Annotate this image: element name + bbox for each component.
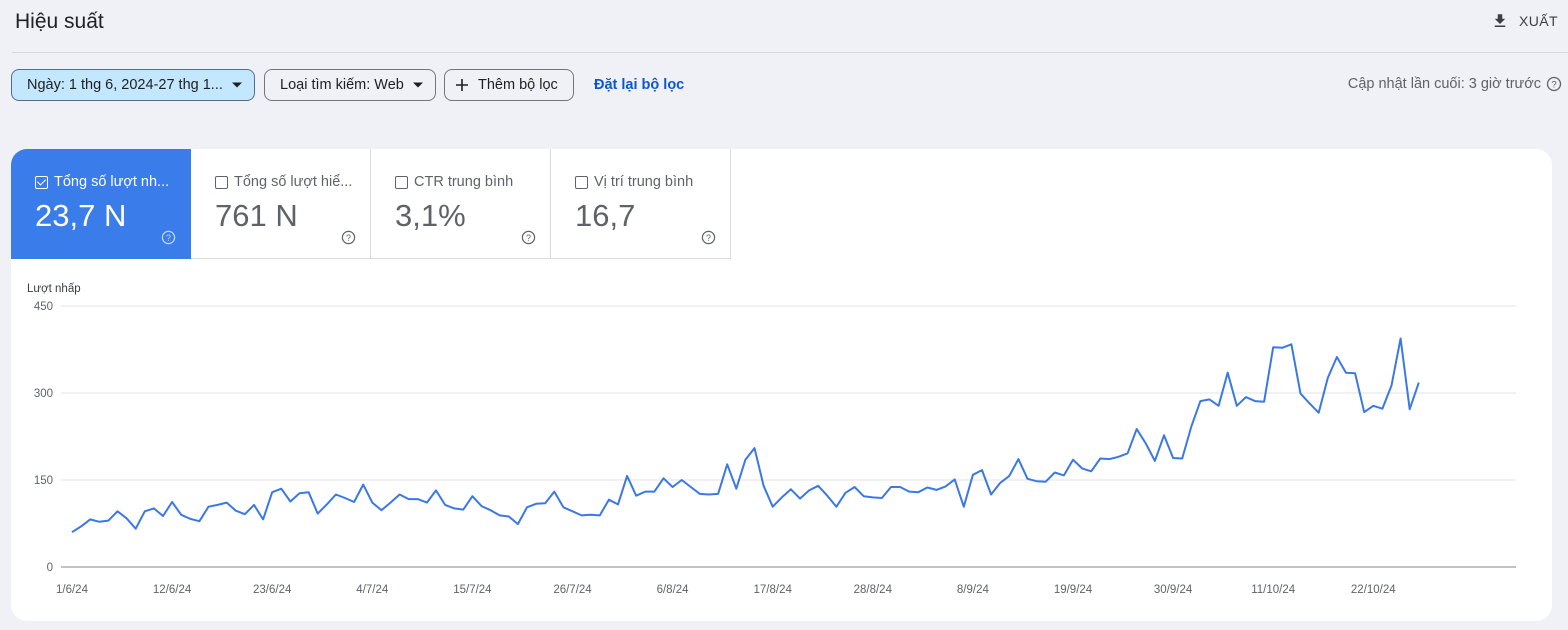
- metric-average-ctr[interactable]: CTR trung bình 3,1% ?: [371, 149, 551, 259]
- download-icon: [1494, 14, 1506, 27]
- metric-total-impressions[interactable]: Tổng số lượt hiể... 761 N ?: [191, 149, 371, 259]
- metric-value: 23,7 N: [35, 198, 127, 233]
- date-filter-label: Ngày: 1 thg 6, 2024-27 thg 1...: [27, 77, 223, 93]
- metric-label: Vị trí trung bình: [594, 174, 694, 190]
- metric-average-position[interactable]: Vị trí trung bình 16,7 ?: [551, 149, 731, 259]
- x-tick-label: 8/9/24: [957, 584, 990, 596]
- svg-text:?: ?: [346, 233, 351, 243]
- x-tick-label: 28/8/24: [854, 584, 893, 596]
- x-tick-label: 17/8/24: [754, 584, 793, 596]
- help-icon[interactable]: ?: [701, 230, 716, 245]
- metric-value: 761 N: [215, 198, 298, 233]
- dropdown-arrow-icon: [232, 82, 242, 88]
- y-tick-label: 0: [47, 562, 53, 574]
- y-tick-label: 150: [34, 475, 53, 487]
- checkbox-checked[interactable]: [35, 175, 48, 189]
- y-tick-label: 450: [34, 301, 53, 313]
- x-tick-label: 26/7/24: [553, 584, 592, 596]
- x-tick-label: 12/6/24: [153, 584, 192, 596]
- search-type-chip[interactable]: Loại tìm kiếm: Web: [264, 69, 436, 101]
- svg-text:?: ?: [706, 233, 711, 243]
- export-button[interactable]: XUẤT: [1491, 10, 1558, 32]
- page-title: Hiệu suất: [15, 10, 104, 33]
- help-icon[interactable]: ?: [1546, 76, 1562, 92]
- metric-tabs: Tổng số lượt nh... 23,7 N ? Tổng số lượt…: [11, 149, 731, 259]
- svg-text:?: ?: [1551, 80, 1556, 91]
- metric-total-clicks[interactable]: Tổng số lượt nh... 23,7 N ?: [11, 149, 191, 259]
- x-tick-label: 1/6/24: [56, 584, 89, 596]
- clicks-series-line: [71, 337, 1420, 534]
- date-filter-chip[interactable]: Ngày: 1 thg 6, 2024-27 thg 1...: [11, 69, 255, 101]
- help-icon[interactable]: ?: [521, 230, 536, 245]
- clicks-line-chart: 0 150 300 450 1/6/24 12/6/24 23/6/24 4/7/24 15/7…: [34, 301, 1516, 596]
- page-header: Hiệu suất XUẤT: [0, 0, 1568, 52]
- add-filter-label: Thêm bộ lọc: [478, 77, 558, 93]
- svg-text:?: ?: [166, 233, 171, 243]
- last-updated: Cập nhật lần cuối: 3 giờ trước ?: [1348, 76, 1562, 92]
- plus-icon: [456, 79, 468, 91]
- chart-y-axis-label: Lượt nhấp: [27, 283, 81, 295]
- help-icon[interactable]: ?: [161, 230, 176, 245]
- metric-label: CTR trung bình: [414, 174, 514, 190]
- x-tick-label: 11/10/24: [1251, 584, 1296, 596]
- dropdown-arrow-icon: [413, 82, 423, 88]
- filter-bar: Ngày: 1 thg 6, 2024-27 thg 1... Loại tìm…: [11, 69, 684, 101]
- metric-label: Tổng số lượt nh...: [54, 174, 170, 190]
- checkbox-unchecked[interactable]: [215, 175, 228, 189]
- header-divider: [12, 52, 1568, 53]
- x-tick-label: 6/8/24: [657, 584, 690, 596]
- metric-label: Tổng số lượt hiể...: [234, 174, 353, 190]
- checkbox-unchecked[interactable]: [575, 175, 588, 189]
- last-updated-text: Cập nhật lần cuối: 3 giờ trước: [1347, 76, 1541, 92]
- help-icon[interactable]: ?: [341, 230, 356, 245]
- x-tick-label: 19/9/24: [1054, 584, 1093, 596]
- x-tick-label: 22/10/24: [1351, 584, 1396, 596]
- metric-value: 3,1%: [395, 198, 466, 233]
- x-tick-label: 15/7/24: [453, 584, 492, 596]
- svg-text:?: ?: [526, 233, 531, 243]
- x-tick-label: 30/9/24: [1154, 584, 1193, 596]
- export-label: XUẤT: [1519, 13, 1558, 29]
- x-tick-label: 4/7/24: [356, 584, 389, 596]
- x-tick-label: 23/6/24: [253, 584, 292, 596]
- reset-filters-link[interactable]: Đặt lại bộ lọc: [594, 77, 685, 93]
- performance-card: Tổng số lượt nh... 23,7 N ? Tổng số lượt…: [11, 149, 1552, 621]
- y-tick-label: 300: [34, 388, 53, 400]
- add-filter-button[interactable]: Thêm bộ lọc: [444, 69, 574, 101]
- search-type-label: Loại tìm kiếm: Web: [280, 77, 404, 93]
- metric-value: 16,7: [575, 198, 636, 233]
- checkbox-unchecked[interactable]: [395, 175, 408, 189]
